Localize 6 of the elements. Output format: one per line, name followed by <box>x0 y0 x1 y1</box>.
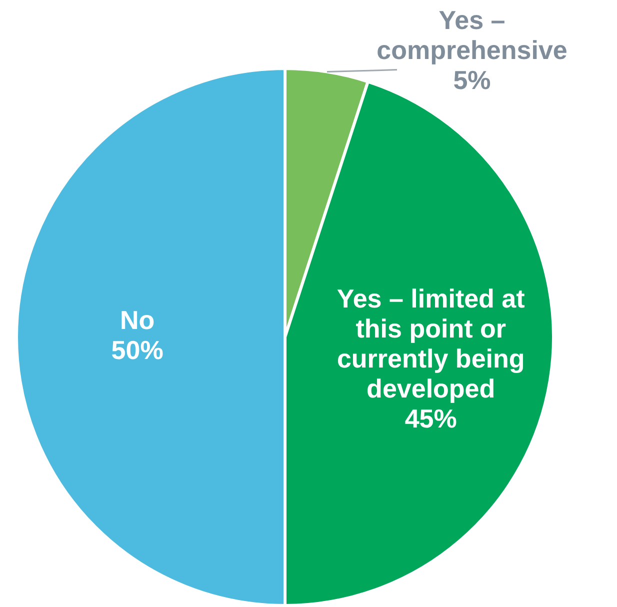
data-label: 50% <box>111 335 164 366</box>
slice-label: No <box>120 305 155 336</box>
data-label: 45% <box>404 403 457 434</box>
data-label: 5% <box>453 65 491 96</box>
slice-label: Yes – comprehensive <box>376 5 568 66</box>
slice-label: Yes – limited at this point or currently being developed <box>336 283 526 404</box>
